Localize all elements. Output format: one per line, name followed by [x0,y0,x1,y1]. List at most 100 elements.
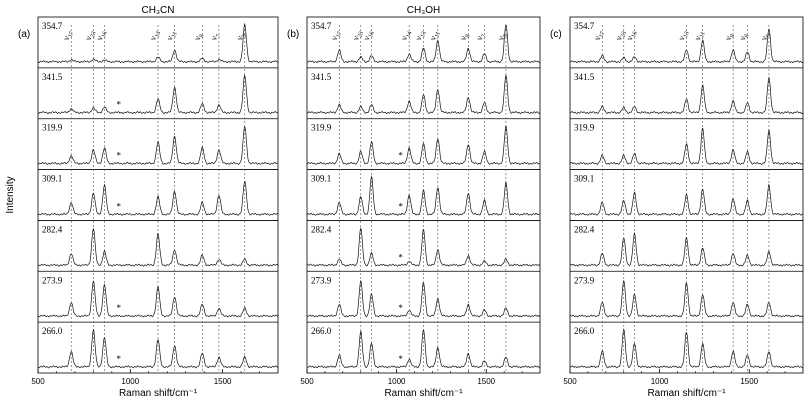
solvent-band-asterisk: * [398,252,403,262]
mode-label-index: 16 [631,31,639,39]
x-tick-label: 500 [31,377,45,386]
mode-label-index: 14 [406,31,414,39]
excitation-label: 341.5 [574,72,595,82]
panel-frame [306,16,541,374]
x-axis-title: Raman shift/cm⁻¹ [119,388,198,399]
excitation-label: 282.4 [42,224,63,234]
mode-label: ν23 [83,29,98,43]
mode-label-index: 5 [241,34,248,39]
mode-label-index: 7 [215,34,222,39]
excitation-label: 354.7 [311,21,332,31]
mode-label: ν23 [613,29,628,43]
mode-label: ν14 [399,29,414,43]
mode-label: ν17 [592,29,607,43]
spectrum-line [569,183,803,216]
mode-label-symbol: ν [676,34,687,41]
excitation-label: 282.4 [574,224,595,234]
mode-label-symbol: ν [723,34,734,41]
mode-label-index: 8 [465,34,472,39]
mode-label: ν8 [458,32,472,43]
mode-label-index: 13 [420,31,428,39]
spectrum-line [569,327,803,369]
spectrum-line [306,279,541,318]
x-tick-label: 500 [300,377,314,386]
x-tick-label: 1000 [388,377,406,386]
spectrum-line [306,227,541,267]
mode-label-symbol: ν [208,34,219,41]
mode-label-index: 11 [434,31,442,38]
solvent-band-asterisk: * [116,100,121,110]
excitation-label: 266.0 [574,326,595,336]
spectrum-line [569,279,804,318]
solvent-band-asterisk: * [398,354,403,364]
panel-title: CH₃OH [407,5,441,16]
panel-label: (c) [550,29,562,40]
mode-label-index: 5 [765,34,772,39]
spectrum-line [37,181,279,216]
panel-frame [37,16,279,374]
mode-label-index: 13 [683,31,691,39]
excitation-label: 273.9 [574,275,595,285]
spectrum-line [306,23,540,64]
x-tick-label: 1500 [477,377,495,386]
mode-label-symbol: ν [458,34,469,41]
mode-label-symbol: ν [234,34,245,41]
mode-label-symbol: ν [613,34,624,41]
mode-label-symbol: ν [147,34,158,41]
excitation-label: 266.0 [42,326,63,336]
x-tick-label: 500 [563,377,577,386]
mode-label: ν23 [350,29,365,43]
solvent-band-asterisk: * [116,354,121,364]
solvent-band-asterisk: * [398,201,403,211]
panel-label: (b) [287,29,299,40]
excitation-label: 309.1 [42,174,62,184]
mode-label: ν13 [413,29,428,43]
y-axis-title: Intensity [5,176,16,213]
spectrum-line [37,74,279,115]
excitation-label: 309.1 [574,174,594,184]
x-tick-label: 1000 [121,377,139,386]
mode-label: ν8 [737,32,751,43]
mode-label-symbol: ν [737,34,748,41]
mode-label-index: 8 [744,34,751,39]
mode-label-symbol: ν [61,34,72,41]
x-axis-title: Raman shift/cm⁻¹ [647,388,726,399]
spectrum-line [569,127,803,165]
mode-label: ν17 [61,29,76,43]
mode-label: ν11 [427,29,442,42]
mode-label-symbol: ν [474,34,485,41]
mode-label-symbol: ν [495,34,506,41]
mode-label: ν7 [474,32,488,43]
mode-label-symbol: ν [692,34,703,41]
mode-label: ν5 [495,32,509,43]
excitation-label: 273.9 [311,275,332,285]
mode-label: ν5 [758,32,772,43]
x-tick-label: 1500 [740,377,758,386]
solvent-band-asterisk: * [116,151,121,161]
mode-label-symbol: ν [592,34,603,41]
mode-label: ν13 [676,29,691,43]
excitation-label: 319.9 [311,123,332,133]
mode-label-symbol: ν [83,34,94,41]
spectrum-line [569,28,804,64]
mode-label-symbol: ν [758,34,769,41]
mode-label-index: 23 [90,31,98,39]
mode-label-index: 7 [481,34,488,39]
mode-label-symbol: ν [427,34,438,41]
x-tick-label: 1000 [651,377,669,386]
mode-label-symbol: ν [192,34,203,41]
mode-label-symbol: ν [624,34,635,41]
x-axis-title: Raman shift/cm⁻¹ [384,388,463,399]
panel-frame [569,16,804,374]
excitation-label: 319.9 [574,123,595,133]
excitation-label: 282.4 [311,224,332,234]
mode-label-index: 8 [199,34,206,39]
excitation-label: 266.0 [311,326,332,336]
mode-label-symbol: ν [329,34,340,41]
mode-label-index: 17 [336,31,344,39]
mode-label: ν7 [208,32,222,43]
mode-label-index: 23 [620,31,628,39]
excitation-label: 341.5 [311,72,332,82]
